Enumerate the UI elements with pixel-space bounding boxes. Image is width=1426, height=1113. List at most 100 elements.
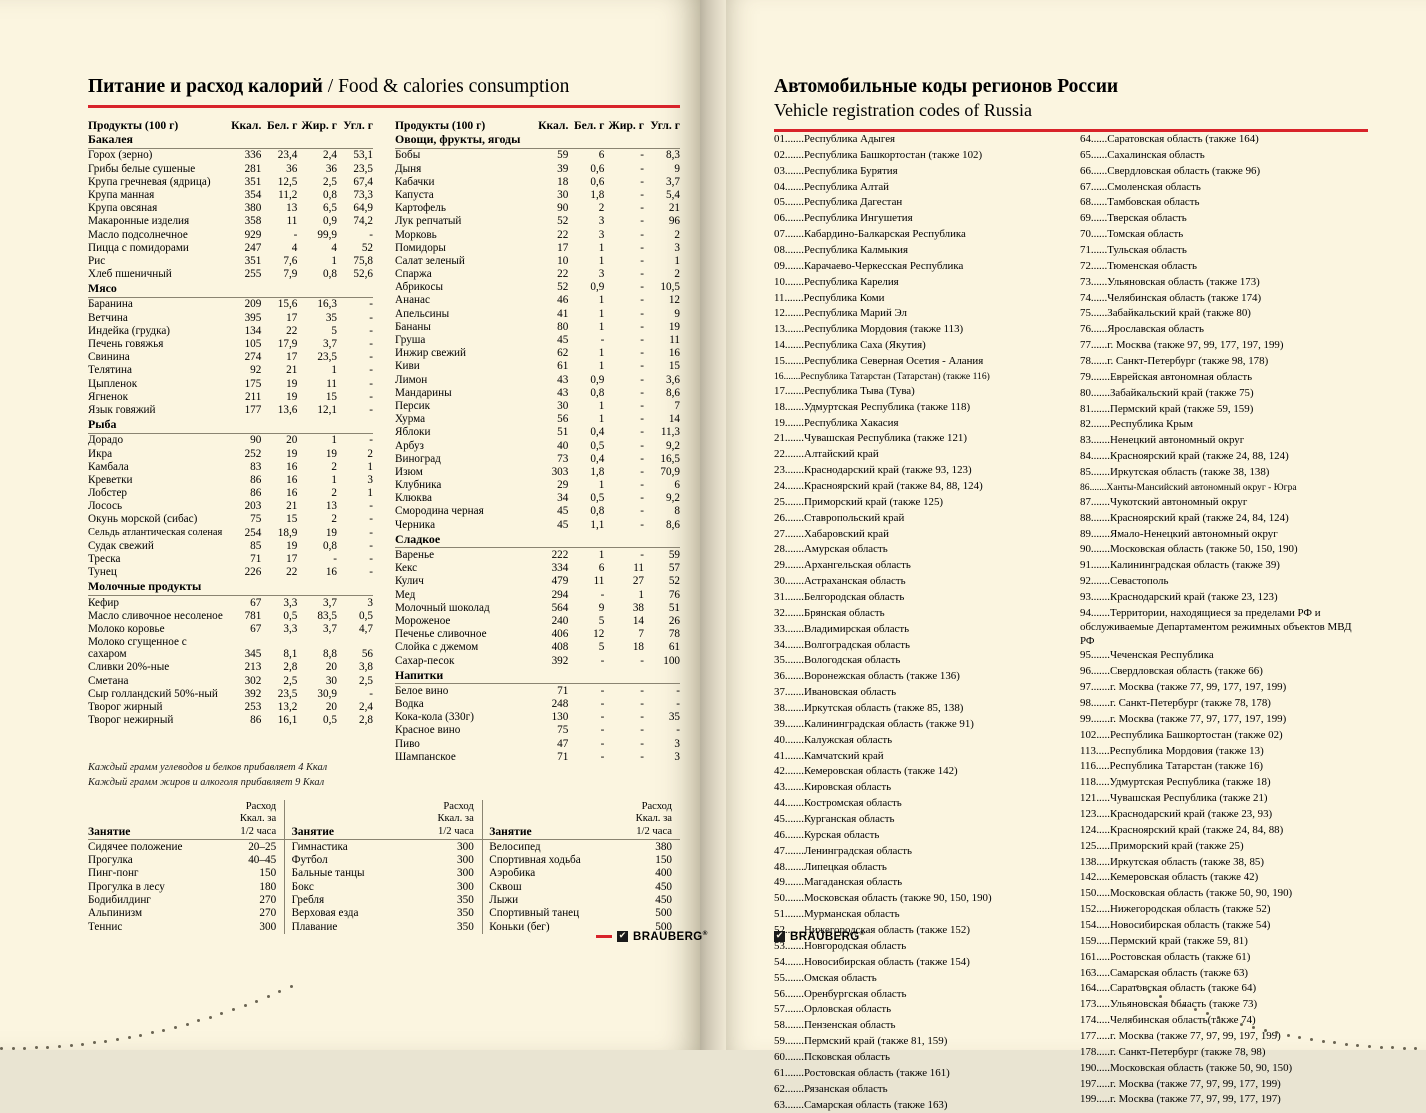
food-row: Сливки 20%-ные 213 2,8 20 3,8: [88, 661, 373, 674]
activity-column-divider: [284, 880, 286, 894]
activity-name: Бальные танцы: [291, 867, 365, 880]
food-name: Рис: [88, 254, 106, 267]
food-name: Бананы: [395, 320, 431, 333]
region-code-item: 65......Сахалинская область: [1080, 148, 1368, 164]
food-carbs: 3,7: [666, 175, 680, 188]
region-code-name: Республика Бурятия: [803, 164, 898, 177]
region-code-number: 25.......: [774, 495, 804, 508]
food-row: Кока-кола (330г) 130 - - 35: [395, 711, 680, 724]
activity-value: 450: [655, 880, 672, 893]
region-code-name: Чувашская Республика (также 21): [1109, 792, 1268, 805]
food-row: Треска 71 17 - -: [88, 552, 373, 565]
region-code-number: 123.....: [1080, 807, 1110, 820]
region-code-item: 30.......Астраханская область: [774, 574, 1062, 590]
region-code-item: 89.......Ямало-Ненецкий автономный округ: [1080, 527, 1368, 543]
food-name: Помидоры: [395, 241, 446, 254]
region-code-name: Республика Северная Осетия - Алания: [803, 355, 984, 368]
region-code-number: 68......: [1080, 196, 1108, 209]
region-code-name: Алтайский край: [803, 448, 879, 461]
food-row: Тунец 226 22 16 -: [88, 566, 373, 579]
food-kcal: 41: [557, 307, 569, 320]
food-protein: 17: [286, 351, 298, 364]
region-code-name: Ненецкий автономный округ: [1109, 434, 1245, 447]
food-carbs: 2: [674, 228, 680, 241]
region-code-number: 116.....: [1080, 760, 1110, 773]
food-protein: 5: [598, 641, 605, 654]
region-code-name: Самарская область (также 63): [1109, 966, 1249, 979]
region-code-item: 87.......Чукотский автономный округ: [1080, 495, 1368, 511]
region-code-item: 53.......Новгородская область: [774, 939, 1062, 955]
region-code-name: г. Москва (также 77, 97, 177, 197, 199): [1109, 712, 1287, 725]
region-code-name: Самарская область (также 163): [803, 1098, 948, 1111]
food-carbs: 16,5: [660, 452, 680, 465]
region-code-item: 39.......Калининградская область (также …: [774, 717, 1062, 733]
food-protein: 15,6: [261, 296, 298, 312]
region-code-item: 24.......Красноярский край (также 84, 88…: [774, 479, 1062, 495]
region-code-name: Нижегородская область (также 152): [803, 924, 970, 937]
food-protein: 16,1: [277, 714, 298, 727]
region-code-item: 80.......Забайкальский край (также 75): [1080, 386, 1368, 402]
region-code-item: 66......Свердловская область (также 96): [1080, 164, 1368, 180]
header-fat: Жир. г: [608, 118, 644, 132]
section-title-text: Овощи, фрукты, ягоды: [395, 132, 521, 147]
region-code-number: 152.....: [1080, 903, 1110, 916]
region-code-name: Сахалинская область: [1107, 148, 1205, 161]
region-code-number: 47.......: [774, 844, 804, 857]
food-row: Клюква 34 0,5 - 9,2: [395, 492, 680, 505]
region-code-number: 37.......: [774, 686, 804, 699]
region-code-number: 178.....: [1080, 1045, 1110, 1058]
food-kcal: 274: [244, 351, 262, 364]
region-code-name: Саратовская область (также 164): [1107, 133, 1259, 145]
food-protein: 3: [598, 268, 605, 281]
region-code-number: 82.......: [1080, 418, 1110, 431]
food-kcal: 281: [244, 162, 262, 175]
region-code-item: 150.....Московская область (также 50, 90…: [1080, 886, 1368, 902]
region-code-number: 56.......: [774, 987, 804, 1000]
food-row: Ягненок 211 19 15 -: [88, 390, 373, 403]
header-red-rule-right: [774, 129, 1368, 132]
region-code-name: Московская область (также 50, 90, 150): [1109, 1061, 1293, 1074]
section-title-text: Мясо: [88, 281, 117, 296]
region-code-name: Челябинская область (также 174): [1107, 291, 1262, 304]
food-name: Бобы: [395, 147, 531, 162]
food-kcal: 46: [557, 294, 569, 307]
activity-row: Бодибилдинг 270 Гребля 350 Лыжи 450: [88, 893, 680, 907]
region-code-item: 95.......Чеченская Республика: [1080, 648, 1368, 664]
food-kcal: 34: [557, 492, 569, 505]
food-kcal: 358: [244, 215, 262, 228]
food-protein: 4: [291, 241, 298, 254]
food-protein: 0,6: [590, 162, 605, 175]
region-code-number: 64......: [1080, 133, 1108, 145]
activity-name: Бодибилдинг: [88, 894, 151, 907]
region-code-item: 03.......Республика Бурятия: [774, 164, 1062, 180]
food-kcal: 177: [244, 403, 262, 416]
food-carbs: 70,9: [660, 465, 680, 478]
food-carbs: 21: [668, 202, 680, 215]
food-carbs: 75,8: [353, 254, 373, 267]
header-fat: Жир. г: [301, 118, 337, 132]
food-protein: 0,6: [590, 175, 605, 188]
food-fat: -: [640, 188, 644, 201]
region-code-number: 96.......: [1080, 665, 1110, 678]
header-kcal: Ккал.: [538, 118, 569, 132]
food-protein: 1: [598, 254, 605, 267]
food-protein: 19: [286, 377, 298, 390]
food-protein: 17: [286, 311, 298, 324]
region-code-name: Воронежская область (также 136): [803, 670, 960, 683]
region-code-name: Иркутская область (также 38, 85): [1109, 855, 1264, 868]
food-protein: 22: [286, 566, 298, 579]
food-carbs: 57: [668, 562, 680, 575]
food-fat: 38: [632, 601, 644, 614]
food-carbs: 14: [668, 413, 680, 426]
food-kcal: 61: [557, 360, 569, 373]
header-protein: Бел. г: [573, 118, 605, 132]
region-codes-column-1: 01.......Республика Адыгея 02.......Респу…: [774, 132, 1062, 1113]
food-fat: 19: [325, 526, 337, 539]
food-protein: -: [600, 588, 605, 601]
food-fat: 19: [325, 447, 337, 460]
region-code-name: Белгородская область: [803, 591, 905, 604]
region-code-item: 81.......Пермский край (также 59, 159): [1080, 402, 1368, 418]
food-carbs: 23,5: [353, 162, 373, 175]
food-carbs: 2,8: [359, 714, 373, 727]
food-kcal: 406: [551, 628, 569, 641]
